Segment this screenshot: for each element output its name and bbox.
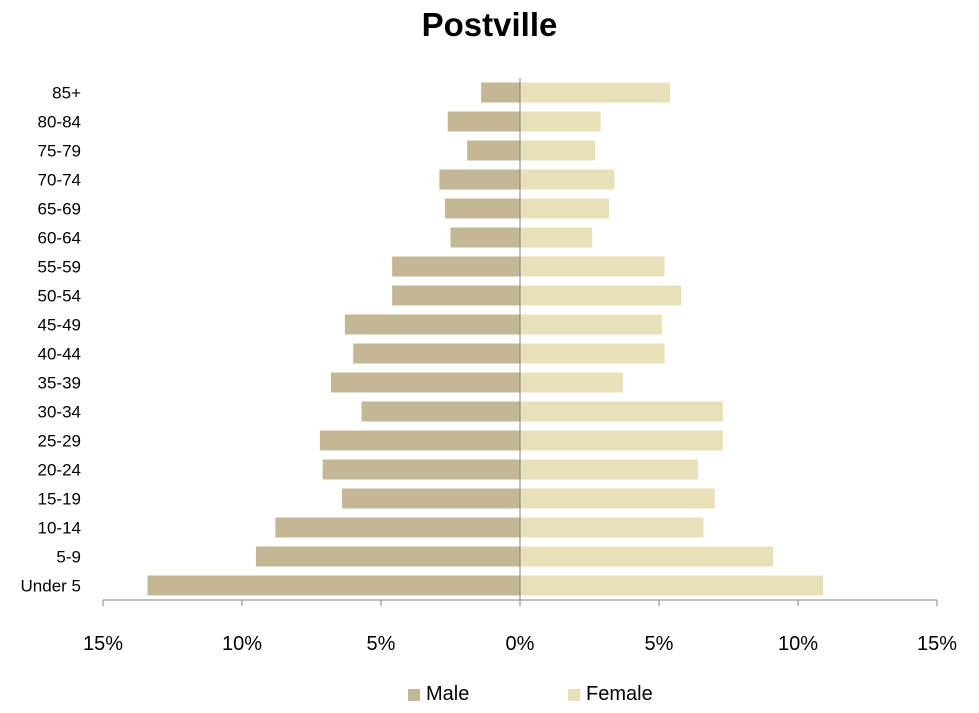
bar-male-under-5 bbox=[147, 575, 521, 596]
category-label-25-29: 25-29 bbox=[38, 432, 81, 451]
bar-female-80-84 bbox=[520, 111, 601, 132]
legend-swatch-male bbox=[408, 688, 420, 701]
bar-female-65-69 bbox=[520, 198, 609, 219]
category-label-40-44: 40-44 bbox=[38, 345, 81, 364]
bar-female-5-9 bbox=[520, 546, 773, 567]
x-tick-label: 0% bbox=[506, 633, 535, 655]
bar-female-15-19 bbox=[520, 488, 715, 509]
x-tick-label: 15% bbox=[83, 633, 123, 655]
bar-male-35-39 bbox=[330, 372, 520, 393]
chart-title: Postville bbox=[421, 6, 558, 43]
category-label-70-74: 70-74 bbox=[38, 171, 81, 190]
category-label-20-24: 20-24 bbox=[38, 461, 81, 480]
bar-female-85 bbox=[520, 82, 671, 103]
category-labels-layer: 85+ 80-84 75-79 70-74 65-69 60-64 55-59 50-54 45… bbox=[21, 84, 82, 596]
legend: Male Female bbox=[0, 683, 979, 711]
legend-item-female: Female bbox=[568, 683, 653, 706]
bar-male-15-19 bbox=[342, 488, 520, 509]
category-label-30-34: 30-34 bbox=[38, 403, 81, 422]
category-label-35-39: 35-39 bbox=[38, 374, 81, 393]
bar-female-25-29 bbox=[520, 430, 723, 451]
category-label-45-49: 45-49 bbox=[38, 316, 81, 335]
bar-male-75-79 bbox=[467, 140, 520, 161]
category-label-80-84: 80-84 bbox=[38, 113, 81, 132]
bar-female-70-74 bbox=[520, 169, 615, 190]
bar-female-40-44 bbox=[520, 343, 665, 364]
bar-male-25-29 bbox=[319, 430, 520, 451]
bar-male-10-14 bbox=[275, 517, 520, 538]
legend-label-female: Female bbox=[586, 683, 653, 705]
bar-male-70-74 bbox=[439, 169, 520, 190]
bar-male-40-44 bbox=[353, 343, 520, 364]
category-label-under-5: Under 5 bbox=[21, 577, 81, 596]
x-tick-label: 5% bbox=[367, 633, 396, 655]
category-label-65-69: 65-69 bbox=[38, 200, 81, 219]
x-tick-label: 5% bbox=[645, 633, 674, 655]
bar-male-50-54 bbox=[392, 285, 520, 306]
bar-male-65-69 bbox=[444, 198, 520, 219]
legend-swatch-female bbox=[568, 688, 580, 701]
bar-male-85 bbox=[481, 82, 520, 103]
legend-item-male: Male bbox=[408, 683, 469, 706]
bar-male-20-24 bbox=[322, 459, 520, 480]
category-label-85: 85+ bbox=[52, 84, 81, 103]
category-label-5-9: 5-9 bbox=[56, 548, 81, 567]
bar-male-5-9 bbox=[255, 546, 520, 567]
x-tick-label: 10% bbox=[222, 633, 262, 655]
bar-female-35-39 bbox=[520, 372, 623, 393]
bar-female-75-79 bbox=[520, 140, 596, 161]
tick-labels-layer: 15% 10% 5% 0% 5% 10% 15% bbox=[83, 633, 957, 655]
category-label-60-64: 60-64 bbox=[38, 229, 81, 248]
bar-male-80-84 bbox=[447, 111, 520, 132]
category-label-75-79: 75-79 bbox=[38, 142, 81, 161]
bar-female-20-24 bbox=[520, 459, 698, 480]
category-label-10-14: 10-14 bbox=[38, 519, 81, 538]
bar-male-30-34 bbox=[361, 401, 520, 422]
bar-female-55-59 bbox=[520, 256, 665, 277]
bar-female-under-5 bbox=[520, 575, 824, 596]
bar-female-10-14 bbox=[520, 517, 704, 538]
category-label-55-59: 55-59 bbox=[38, 258, 81, 277]
category-label-15-19: 15-19 bbox=[38, 490, 81, 509]
x-tick-label: 15% bbox=[917, 633, 957, 655]
legend-label-male: Male bbox=[426, 683, 470, 705]
bar-female-30-34 bbox=[520, 401, 723, 422]
bar-male-45-49 bbox=[344, 314, 520, 335]
bar-male-60-64 bbox=[450, 227, 520, 248]
axes-layer bbox=[102, 78, 938, 606]
bar-female-50-54 bbox=[520, 285, 682, 306]
bars-layer bbox=[147, 82, 824, 596]
x-tick-label: 10% bbox=[778, 633, 818, 655]
bar-male-55-59 bbox=[392, 256, 520, 277]
bar-female-60-64 bbox=[520, 227, 593, 248]
category-label-50-54: 50-54 bbox=[38, 287, 81, 306]
bar-female-45-49 bbox=[520, 314, 662, 335]
